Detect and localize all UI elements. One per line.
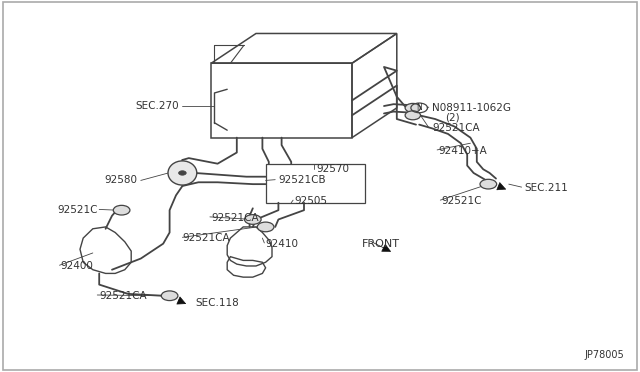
- Text: 92410+A: 92410+A: [438, 146, 487, 155]
- Circle shape: [405, 103, 420, 112]
- Text: 92521CA: 92521CA: [211, 213, 259, 222]
- Text: N08911-1062G: N08911-1062G: [432, 103, 511, 113]
- Text: 92521CA: 92521CA: [99, 291, 147, 301]
- Circle shape: [179, 171, 186, 175]
- Text: 92505: 92505: [294, 196, 328, 206]
- Bar: [266, 164, 365, 203]
- Text: 92521CA: 92521CA: [182, 233, 230, 243]
- Text: SEC.211: SEC.211: [525, 183, 568, 193]
- Text: 92410: 92410: [266, 239, 299, 248]
- Text: N: N: [417, 103, 422, 112]
- Text: (2): (2): [445, 112, 460, 122]
- Circle shape: [480, 179, 497, 189]
- Text: 92521C: 92521C: [58, 205, 98, 215]
- Text: FRONT: FRONT: [362, 239, 399, 248]
- Text: 92521CA: 92521CA: [432, 124, 479, 133]
- Text: 92580: 92580: [104, 176, 138, 185]
- Circle shape: [244, 215, 261, 224]
- Text: 92521C: 92521C: [442, 196, 482, 206]
- Circle shape: [113, 205, 130, 215]
- Text: SEC.270: SEC.270: [136, 101, 179, 111]
- Text: 92521CB: 92521CB: [278, 176, 326, 185]
- Text: 92570: 92570: [317, 164, 350, 174]
- Ellipse shape: [168, 161, 197, 185]
- Text: SEC.118: SEC.118: [195, 298, 239, 308]
- Circle shape: [161, 291, 178, 301]
- Text: 92400: 92400: [61, 261, 93, 271]
- Circle shape: [257, 222, 274, 232]
- Circle shape: [405, 111, 420, 120]
- Text: JP78005: JP78005: [584, 350, 624, 360]
